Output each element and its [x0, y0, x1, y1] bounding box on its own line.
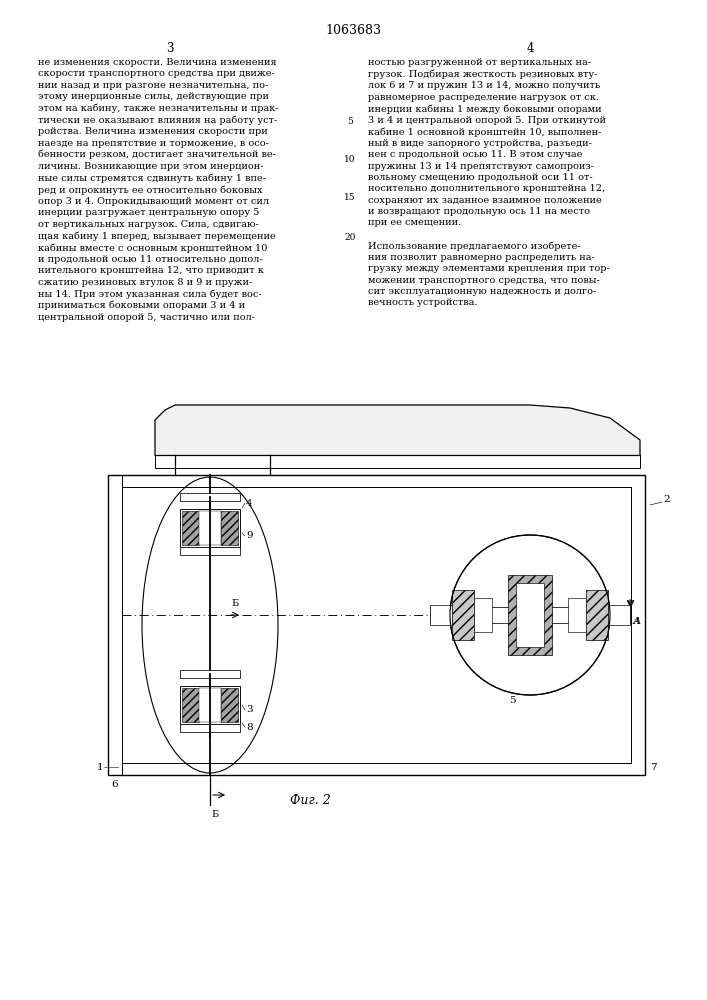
- Bar: [221, 511, 238, 545]
- Bar: [452, 590, 474, 640]
- Text: A: A: [634, 616, 641, 626]
- Bar: [474, 598, 492, 632]
- Bar: [430, 605, 452, 625]
- Bar: [608, 605, 630, 625]
- Text: 4: 4: [526, 41, 534, 54]
- Bar: [180, 493, 240, 501]
- Polygon shape: [155, 405, 640, 455]
- Bar: [516, 583, 544, 647]
- Bar: [586, 590, 608, 640]
- Text: 15: 15: [344, 194, 356, 202]
- Bar: [180, 686, 240, 724]
- Bar: [108, 475, 645, 775]
- Circle shape: [450, 535, 610, 695]
- Text: Б: Б: [211, 810, 218, 819]
- Text: 9: 9: [246, 532, 252, 540]
- Bar: [180, 547, 240, 555]
- Text: A: A: [633, 616, 640, 626]
- Bar: [508, 575, 552, 655]
- Bar: [430, 607, 630, 623]
- Text: 10: 10: [344, 155, 356, 164]
- Polygon shape: [155, 455, 640, 468]
- Text: Фиг. 2: Фиг. 2: [290, 794, 330, 806]
- Text: 5: 5: [509, 696, 515, 705]
- Text: 3: 3: [246, 706, 252, 714]
- Text: ностью разгруженной от вертикальных на-
грузок. Подбирая жесткость резиновых вту: ностью разгруженной от вертикальных на- …: [368, 58, 609, 307]
- Text: 3: 3: [166, 41, 174, 54]
- Bar: [199, 511, 221, 545]
- Text: 5: 5: [347, 117, 353, 126]
- Text: 2: 2: [663, 495, 670, 504]
- Text: Б: Б: [231, 598, 239, 607]
- Bar: [180, 509, 240, 547]
- Bar: [568, 598, 586, 632]
- Bar: [221, 688, 238, 722]
- Text: 1063683: 1063683: [325, 23, 381, 36]
- Text: 6: 6: [111, 780, 117, 789]
- Bar: [199, 688, 221, 722]
- Text: не изменения скорости. Величина изменения
скорости транспортного средства при дв: не изменения скорости. Величина изменени…: [38, 58, 279, 322]
- Bar: [182, 688, 199, 722]
- Text: 4: 4: [246, 498, 252, 508]
- Bar: [182, 511, 199, 545]
- Bar: [180, 724, 240, 732]
- Text: 7: 7: [650, 762, 657, 772]
- Text: 1: 1: [96, 762, 103, 772]
- Text: 8: 8: [246, 722, 252, 732]
- Bar: [180, 670, 240, 678]
- Text: 20: 20: [344, 232, 356, 241]
